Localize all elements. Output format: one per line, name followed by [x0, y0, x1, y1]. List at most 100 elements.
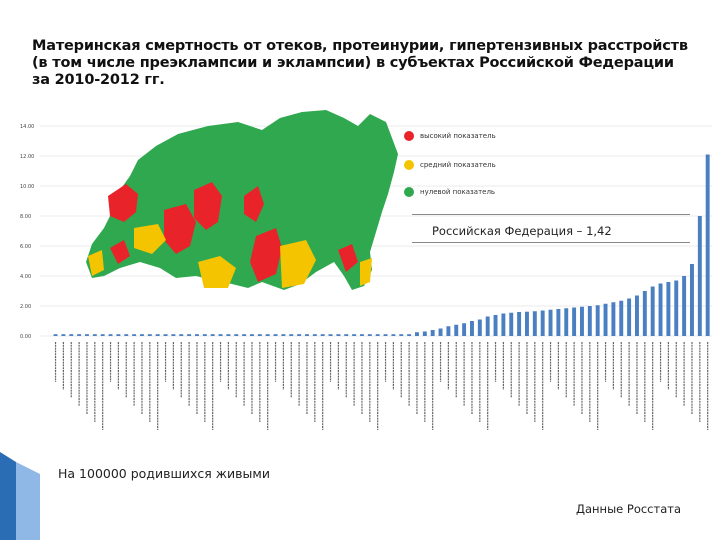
y-tick-label: 12.00	[20, 154, 34, 160]
bar	[415, 332, 419, 336]
bar	[595, 305, 600, 336]
bar	[705, 154, 710, 336]
slide-corner-accent	[0, 452, 16, 540]
bar	[163, 334, 168, 336]
bar	[587, 306, 592, 336]
bar	[336, 334, 341, 336]
bar	[642, 291, 647, 336]
bar	[242, 334, 247, 336]
bar	[171, 334, 176, 336]
bar	[477, 319, 482, 336]
bar	[446, 326, 451, 336]
y-tick-label: 8.00	[20, 214, 31, 220]
bar	[603, 303, 608, 336]
bar	[635, 295, 639, 336]
legend-zero-label: нулевой показатель	[420, 188, 496, 196]
bar	[422, 331, 427, 336]
bar	[85, 334, 89, 336]
bar	[53, 334, 58, 336]
rf-note-top-rule	[412, 214, 690, 215]
bar	[690, 264, 694, 336]
legend-high-dot	[404, 131, 414, 141]
bar	[155, 334, 160, 336]
y-tick-label: 14.00	[20, 124, 34, 130]
bar	[179, 334, 184, 336]
bar	[470, 321, 474, 336]
bar	[312, 334, 317, 336]
y-tick-label: 4.00	[20, 274, 31, 280]
map-yellow-region-5	[360, 258, 372, 286]
bar	[116, 334, 121, 336]
bar	[572, 307, 577, 336]
bar	[493, 315, 498, 336]
bar	[674, 280, 679, 336]
bar	[218, 334, 223, 336]
russian-federation-note: Российская Федерация – 1,42	[432, 224, 612, 238]
bar	[195, 334, 199, 336]
bar	[61, 334, 66, 336]
chart-bars	[53, 154, 710, 336]
bar	[658, 283, 663, 336]
bar	[226, 334, 231, 336]
y-tick-label: 2.00	[20, 304, 31, 310]
bar	[454, 324, 459, 336]
bar	[532, 311, 537, 336]
bar	[407, 334, 412, 336]
map-red-region-4	[244, 186, 264, 222]
bar	[108, 334, 113, 336]
map-red-region-1	[108, 184, 138, 222]
map-green-region	[86, 110, 398, 290]
bar	[666, 282, 671, 336]
map-red-region-6	[110, 240, 130, 264]
bar	[438, 328, 443, 336]
bar	[273, 334, 278, 336]
y-tick-labels: 0.00 2.00 4.00 6.00 8.00 10.00 12.00 14.00	[20, 124, 34, 340]
legend-mid-dot	[404, 160, 414, 170]
bar	[383, 334, 388, 336]
bar	[682, 276, 687, 336]
bar	[697, 216, 702, 336]
bar	[320, 334, 325, 336]
bar	[92, 334, 97, 336]
bar	[485, 316, 490, 336]
rf-note-bottom-rule	[412, 242, 690, 243]
bar	[556, 309, 561, 336]
bar	[360, 334, 364, 336]
footnote: На 100000 родившихся живыми	[58, 466, 270, 481]
bar	[501, 313, 506, 336]
bar	[619, 300, 624, 336]
bar	[352, 334, 357, 336]
bar	[548, 309, 553, 336]
title-line-2: (в том числе преэклампсии и эклампсии) в…	[32, 55, 674, 71]
russia-map-illustration	[86, 110, 398, 290]
bar	[265, 334, 270, 336]
bar	[375, 334, 380, 336]
bar	[611, 302, 616, 336]
bar	[564, 308, 569, 336]
bar	[540, 310, 545, 336]
bar	[281, 334, 286, 336]
slide-title: Материнская смертность от отеков, протеи…	[32, 38, 702, 89]
bar	[147, 334, 152, 336]
bar	[234, 334, 239, 336]
bar	[627, 298, 632, 336]
bar	[132, 334, 137, 336]
bar	[210, 334, 215, 336]
map-red-region-2	[194, 182, 222, 230]
y-tick-label: 0.00	[20, 334, 31, 340]
bar	[100, 334, 105, 336]
map-yellow-region-2	[198, 256, 236, 288]
bar	[525, 311, 529, 336]
data-source: Данные Росстата	[576, 502, 681, 516]
map-yellow-region-4	[88, 250, 104, 276]
title-line-3: за 2010-2012 гг.	[32, 72, 165, 88]
slide-corner-accent-light	[16, 462, 40, 540]
bar	[187, 334, 192, 336]
bar	[202, 334, 207, 336]
bar	[257, 334, 262, 336]
bar	[509, 312, 514, 336]
bar	[391, 334, 396, 336]
legend-mid-label: средний показатель	[420, 161, 496, 169]
bar	[580, 306, 584, 336]
